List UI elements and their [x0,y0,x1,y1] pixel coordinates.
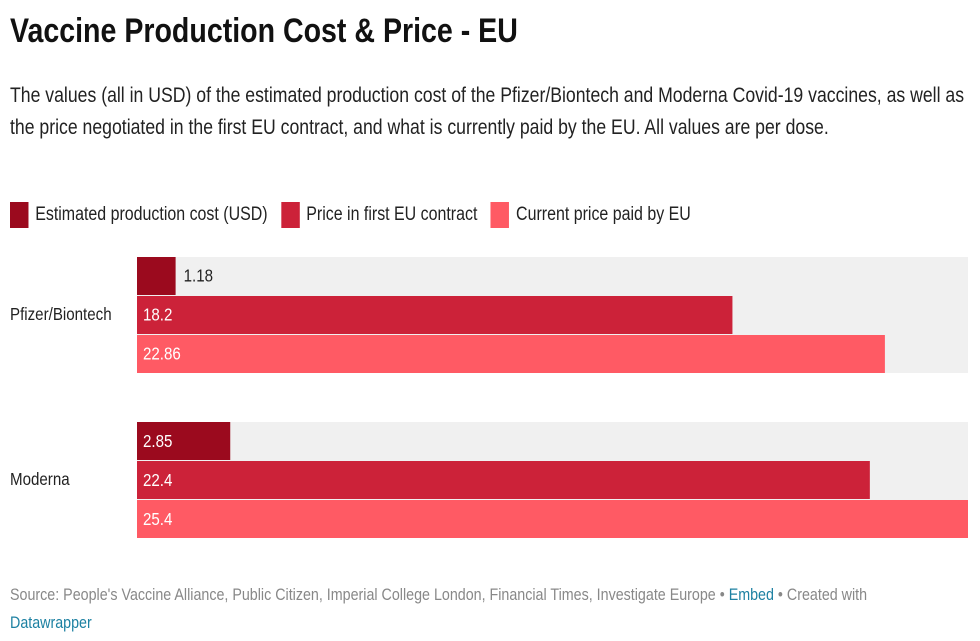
legend-item: Estimated production cost (USD) [10,202,268,228]
legend-item: Price in first EU contract [281,202,477,228]
bar [137,422,231,460]
footer: Source: People's Vaccine Alliance, Publi… [10,581,976,637]
embed-link[interactable]: Embed [728,585,774,604]
separator: • [777,585,783,604]
value-label: 2.85 [143,431,172,452]
bar [137,461,870,499]
bar [137,335,885,373]
credit-link[interactable]: Datawrapper [10,613,92,632]
value-label: 22.4 [143,470,172,491]
value-label: 25.4 [143,509,172,530]
legend-swatch [10,202,29,228]
legend-label: Current price paid by EU [516,204,691,225]
legend: Estimated production cost (USD) Price in … [10,202,976,228]
source: Source: People's Vaccine Alliance, Publi… [10,585,716,604]
legend-swatch [490,202,510,228]
legend-item: Current price paid by EU [490,202,691,228]
chart-title: Vaccine Production Cost & Price - EU [10,12,518,50]
bar [137,500,968,538]
category-label: Pfizer/Biontech [10,304,112,325]
chart-subtitle: The values (all in USD) of the estimated… [10,84,965,139]
category-label: Moderna [10,469,70,490]
legend-label: Price in first EU contract [306,204,478,225]
value-label: 18.2 [143,305,172,326]
legend-label: Estimated production cost (USD) [35,204,268,225]
bar [137,257,176,295]
created-with: Created with [786,585,868,604]
bar [137,296,733,334]
separator: • [719,585,725,604]
value-label: 22.86 [143,344,181,365]
legend-swatch [281,202,300,228]
value-label: 1.18 [184,266,213,287]
